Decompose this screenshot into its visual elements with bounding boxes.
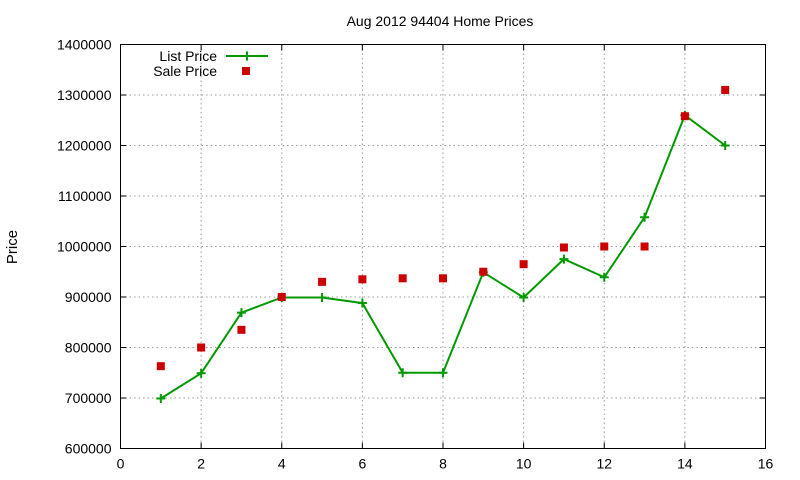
sale-price-point bbox=[519, 260, 528, 269]
list-price-point bbox=[317, 293, 327, 303]
list-price-point bbox=[599, 272, 609, 282]
list-price-point bbox=[196, 368, 206, 378]
legend-label-sale-price: Sale Price bbox=[153, 63, 217, 79]
sale-price-point bbox=[479, 267, 488, 276]
sale-price-point bbox=[640, 242, 649, 251]
sale-price-point bbox=[721, 85, 730, 94]
y-tick-label: 1200000 bbox=[57, 138, 112, 154]
sale-price-point bbox=[559, 243, 568, 252]
y-tick-label: 1100000 bbox=[58, 188, 112, 204]
sale-price-point bbox=[600, 242, 609, 251]
y-tick-label: 700000 bbox=[65, 390, 112, 406]
legend-marker-sale-price bbox=[242, 67, 250, 75]
list-price-point bbox=[720, 141, 730, 150]
x-tick-label: 4 bbox=[278, 456, 286, 472]
x-tick-label: 12 bbox=[596, 456, 612, 472]
sale-price-point bbox=[156, 362, 165, 371]
sale-price-point bbox=[358, 275, 367, 284]
chart-title: Aug 2012 94404 Home Prices bbox=[347, 13, 534, 29]
list-price-point bbox=[156, 394, 166, 404]
legend: List Price Sale Price bbox=[153, 48, 268, 79]
list-price-point bbox=[398, 368, 408, 378]
y-tick-label: 1400000 bbox=[57, 37, 112, 53]
x-tick-label: 6 bbox=[358, 456, 366, 472]
sale-price-point bbox=[680, 112, 689, 121]
list-price-point bbox=[236, 308, 246, 318]
y-tick-label: 1300000 bbox=[57, 87, 112, 103]
x-tick-labels: 0 2 4 6 8 10 12 14 16 bbox=[117, 456, 774, 472]
y-tick-label: 800000 bbox=[65, 340, 112, 356]
series-group bbox=[156, 85, 730, 404]
x-tick-label: 0 bbox=[117, 456, 125, 472]
x-tick-label: 8 bbox=[439, 456, 447, 472]
x-tick-label: 10 bbox=[516, 456, 532, 472]
y-tick-label: 900000 bbox=[65, 289, 112, 305]
sale-price-point bbox=[318, 277, 327, 286]
sale-price-point bbox=[197, 343, 206, 352]
x-tick-label: 16 bbox=[758, 456, 774, 472]
list-price-point bbox=[438, 368, 448, 378]
grid bbox=[120, 44, 766, 449]
sale-price-point bbox=[237, 325, 246, 334]
y-tick-labels: 600000 700000 800000 900000 1000000 1100000 12… bbox=[57, 37, 112, 457]
y-tick-label: 1000000 bbox=[57, 239, 112, 255]
y-axis-label: Price bbox=[4, 230, 21, 264]
sale-price-point bbox=[277, 293, 286, 301]
legend-swatch-list-price bbox=[226, 51, 268, 61]
x-tick-label: 14 bbox=[677, 456, 693, 472]
list-price-point bbox=[640, 212, 650, 222]
plot-frame bbox=[120, 44, 766, 449]
legend-swatch-sale-price bbox=[242, 67, 250, 75]
sale-price-point bbox=[398, 274, 407, 283]
list-price-point bbox=[519, 293, 529, 303]
list-price-point bbox=[559, 254, 569, 264]
sale-price-point bbox=[439, 274, 447, 283]
y-tick-label: 600000 bbox=[65, 441, 112, 457]
x-tick-label: 2 bbox=[197, 456, 205, 472]
list-price-point bbox=[357, 298, 367, 308]
legend-label-list-price: List Price bbox=[159, 48, 217, 64]
legend-marker-list-price bbox=[242, 51, 252, 61]
